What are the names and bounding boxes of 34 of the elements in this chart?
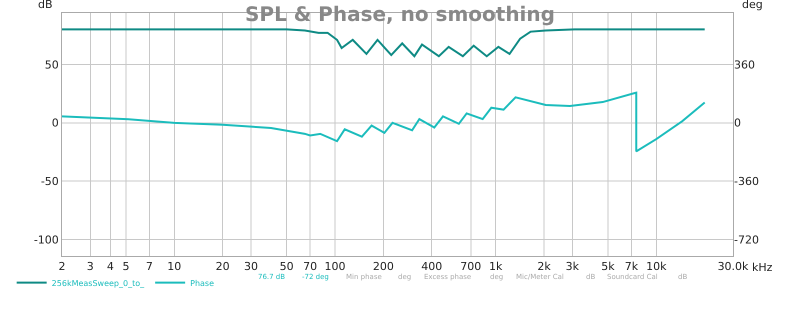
y-tick-label: -50: [40, 175, 59, 188]
x-tick-label: 3: [86, 260, 94, 274]
x-tick-label: 200: [372, 260, 394, 274]
x-tick-label: 400: [421, 260, 442, 274]
x-tick-label: 4: [106, 260, 114, 274]
x-tick-label: 5k: [601, 260, 616, 274]
y-tick-label: 0: [52, 116, 59, 130]
x-tick-label: 5: [122, 260, 130, 274]
x-tick-label: 7k: [624, 260, 639, 274]
y2-tick-label: -360: [734, 175, 759, 188]
x-tick-label: 100: [324, 260, 346, 274]
x-tick-label: 10k: [646, 260, 668, 274]
x-tick-label: 30: [244, 260, 258, 274]
x-tick-label: 2: [58, 260, 66, 274]
x-tick-label: 50: [280, 260, 294, 274]
legend-label: 256kMeasSweep_0_to_: [52, 278, 146, 288]
x-tick-label: 30.0k: [718, 260, 750, 274]
y-axis-title: dB: [38, 0, 53, 11]
y2-tick-label: 360: [734, 58, 755, 72]
y-tick-label: -100: [34, 233, 59, 246]
y2-tick-label: 0: [734, 116, 741, 130]
x-tick-label: 3k: [566, 260, 580, 274]
x-tick-label: 10: [167, 260, 182, 274]
x-tick-label: 20: [216, 260, 230, 274]
legend-label: Phase: [190, 278, 214, 288]
y2-tick-label: -720: [734, 233, 759, 246]
x-tick-label: 700: [460, 260, 482, 274]
x-tick-label: 2k: [537, 260, 552, 274]
y-tick-label: 50: [44, 58, 59, 72]
x-tick-label: 70: [303, 260, 318, 274]
x-axis-title: kHz: [752, 261, 773, 274]
y2-axis-title: deg: [742, 0, 763, 11]
x-tick-label: 7: [146, 260, 153, 274]
x-tick-label: 1k: [488, 260, 503, 274]
